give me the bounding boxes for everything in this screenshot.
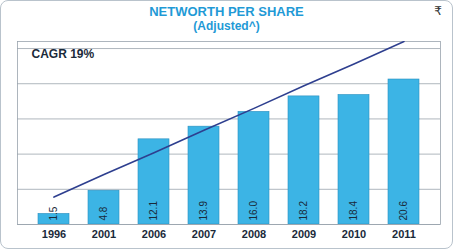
svg-text:18.4: 18.4	[348, 201, 359, 221]
svg-text:1.5: 1.5	[48, 206, 59, 220]
svg-text:CAGR 19%: CAGR 19%	[32, 47, 95, 61]
svg-text:2009: 2009	[292, 228, 316, 240]
svg-text:2006: 2006	[142, 228, 166, 240]
svg-text:13.9: 13.9	[198, 201, 209, 221]
svg-text:2007: 2007	[192, 228, 216, 240]
svg-text:16.0: 16.0	[248, 201, 259, 221]
svg-text:1996: 1996	[42, 228, 66, 240]
html-text:(Adjusted^): (Adjusted^)	[193, 19, 260, 33]
svg-text:4.8: 4.8	[98, 206, 109, 220]
svg-text:20.6: 20.6	[398, 201, 409, 221]
svg-text:2010: 2010	[342, 228, 366, 240]
svg-text:2011: 2011	[392, 228, 416, 240]
html-text:NETWORTH PER SHARE: NETWORTH PER SHARE	[149, 4, 304, 19]
svg-text:2001: 2001	[92, 228, 116, 240]
svg-text:18.2: 18.2	[298, 201, 309, 221]
svg-text:12.1: 12.1	[148, 201, 159, 221]
svg-text:2008: 2008	[242, 228, 266, 240]
